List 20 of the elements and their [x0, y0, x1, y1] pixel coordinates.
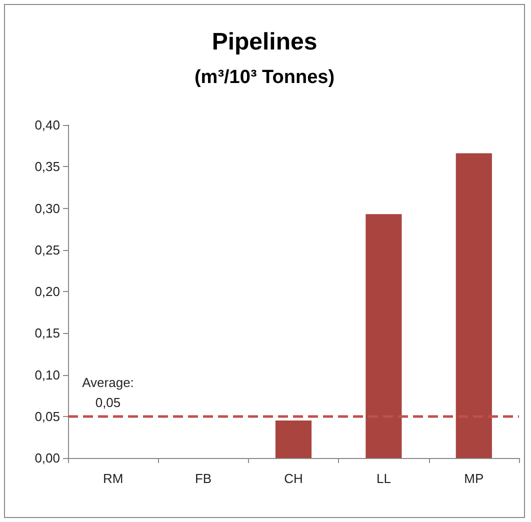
y-tick-label: 0,15: [34, 326, 60, 341]
bar: [275, 420, 312, 458]
y-tick-label: 0,30: [34, 200, 60, 216]
y-tick-label: 0,00: [34, 450, 60, 466]
chart-subtitle: (m³/10³ Tonnes): [194, 67, 335, 88]
bar: [456, 153, 492, 458]
x-tick-label: FB: [194, 471, 212, 486]
x-tick-label: RM: [102, 471, 124, 486]
chart-title: Pipelines: [212, 28, 318, 56]
x-tick-label: MP: [464, 471, 484, 486]
ref-line-label: Average: 0,05: [82, 374, 134, 410]
y-tick-label: 0,10: [34, 367, 60, 382]
y-tick-label: 0,25: [34, 242, 60, 258]
y-tick-label: 0,05: [34, 408, 60, 424]
x-tick-label: CH: [284, 471, 303, 486]
y-tick-label: 0,40: [34, 118, 60, 132]
x-tick-label: LL: [376, 471, 391, 486]
bar: [366, 214, 402, 458]
y-tick-label: 0,35: [34, 159, 60, 174]
y-tick-label: 0,20: [34, 284, 60, 299]
